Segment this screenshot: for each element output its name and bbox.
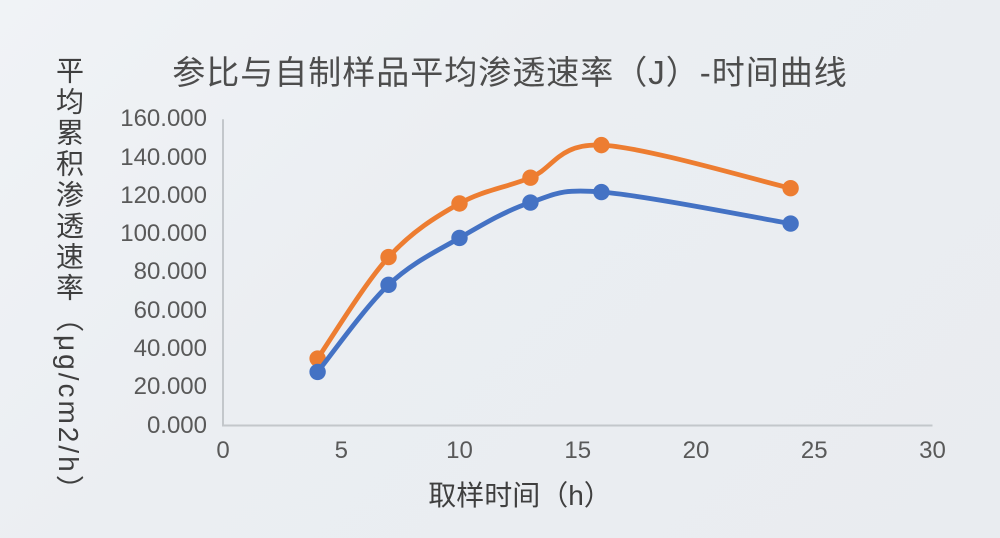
x-tick-label: 20 [682, 437, 710, 464]
y-tick-label: 140.000 [120, 143, 207, 171]
orange-series-data-point-marker [380, 248, 397, 266]
y-tick-label: 100.000 [120, 220, 207, 248]
blue-series-data-point-marker [782, 215, 799, 232]
chart-title: 参比与自制样品平均渗透速率（J）-时间曲线 [172, 54, 848, 91]
orange-series-line [315, 142, 793, 361]
y-tick-label: 40.000 [133, 334, 207, 362]
x-axis-title: 取样时间（h） [428, 480, 612, 511]
y-tick-label: 120.000 [120, 181, 207, 209]
blue-series-data-point-marker [522, 194, 539, 211]
y-tick-label: 0.000 [146, 411, 207, 439]
y-axis-title: 平均累积渗透速率（μg/cm2/h） [53, 56, 84, 506]
orange-series-data-point-marker [451, 195, 468, 212]
x-tick-label: 10 [446, 437, 473, 464]
y-tick-label: 160.000 [120, 105, 207, 133]
x-tick-label: 15 [564, 437, 592, 464]
x-tick-label: 5 [334, 437, 348, 464]
blue-series-data-point-marker [380, 276, 397, 294]
orange-series-data-point-marker [782, 179, 799, 197]
orange-series-data-point-marker [593, 136, 610, 154]
y-tick-label: 20.000 [133, 373, 207, 401]
blue-series-data-point-marker [451, 229, 468, 247]
x-tick-label: 0 [216, 437, 230, 464]
orange-series-data-point-marker [522, 169, 539, 186]
blue-series-data-point-marker [309, 363, 326, 381]
y-tick-label: 80.000 [133, 258, 207, 286]
y-tick-label: 60.000 [133, 296, 207, 324]
blue-series-line [315, 188, 793, 375]
blue-series-data-point-marker [593, 183, 610, 201]
x-tick-label: 25 [800, 437, 828, 464]
x-tick-label: 30 [919, 437, 946, 464]
orange-series-data-point-marker [309, 350, 326, 367]
